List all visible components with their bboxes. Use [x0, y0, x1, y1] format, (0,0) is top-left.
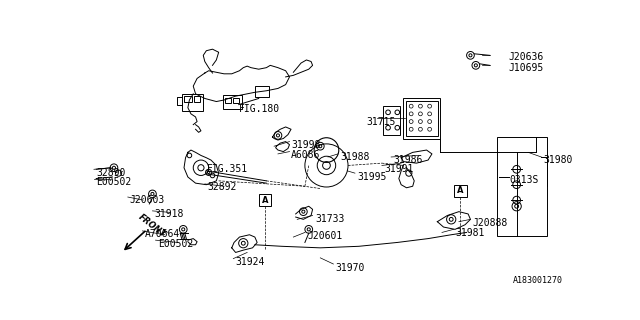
Text: J20888: J20888: [473, 218, 508, 228]
Text: 0313S: 0313S: [509, 175, 539, 186]
Text: E00502: E00502: [96, 177, 131, 187]
Text: 31918: 31918: [155, 209, 184, 219]
Bar: [182, 94, 204, 111]
Text: 31986: 31986: [394, 156, 423, 165]
Text: FRONT: FRONT: [137, 212, 168, 239]
Text: A6086: A6086: [291, 150, 321, 160]
Text: 31988: 31988: [340, 152, 370, 162]
Bar: [184, 96, 192, 102]
Text: A: A: [262, 196, 268, 204]
Bar: [223, 95, 242, 109]
Text: 31715: 31715: [367, 117, 396, 127]
Text: A183001270: A183001270: [513, 276, 563, 284]
Text: 31991: 31991: [384, 164, 413, 174]
Text: A70664: A70664: [145, 229, 180, 239]
Bar: [234, 98, 239, 103]
Bar: [497, 137, 547, 236]
Text: 31924: 31924: [236, 257, 265, 267]
Text: J20636: J20636: [508, 52, 543, 62]
Text: J20601: J20601: [307, 231, 342, 241]
Bar: [383, 106, 401, 135]
Text: FIG.180: FIG.180: [239, 104, 280, 114]
Text: 32892: 32892: [207, 182, 237, 192]
Text: 32890: 32890: [96, 168, 125, 178]
Bar: [403, 99, 440, 139]
Bar: [454, 185, 467, 197]
Bar: [225, 98, 231, 103]
Text: E00502: E00502: [158, 239, 193, 249]
Text: 31733: 31733: [315, 214, 344, 224]
Text: 31970: 31970: [336, 263, 365, 273]
Text: 31995: 31995: [357, 172, 387, 182]
Text: 31981: 31981: [456, 228, 485, 238]
Text: 31998: 31998: [291, 140, 321, 150]
Bar: [255, 86, 269, 97]
Text: A: A: [457, 186, 464, 195]
Bar: [406, 101, 438, 136]
Text: J10695: J10695: [508, 63, 543, 73]
Text: J20603: J20603: [129, 196, 164, 205]
Bar: [259, 194, 271, 206]
Bar: [194, 96, 200, 102]
Text: FIG.351: FIG.351: [207, 164, 248, 174]
Text: 31980: 31980: [543, 156, 573, 165]
